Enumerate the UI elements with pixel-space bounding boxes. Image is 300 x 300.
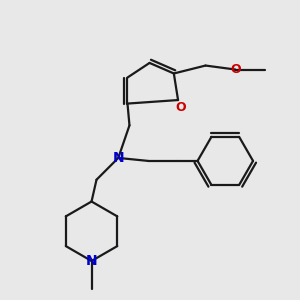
Text: N: N: [86, 254, 98, 268]
Text: O: O: [176, 101, 186, 115]
Text: O: O: [230, 63, 241, 76]
Text: N: N: [112, 151, 124, 165]
